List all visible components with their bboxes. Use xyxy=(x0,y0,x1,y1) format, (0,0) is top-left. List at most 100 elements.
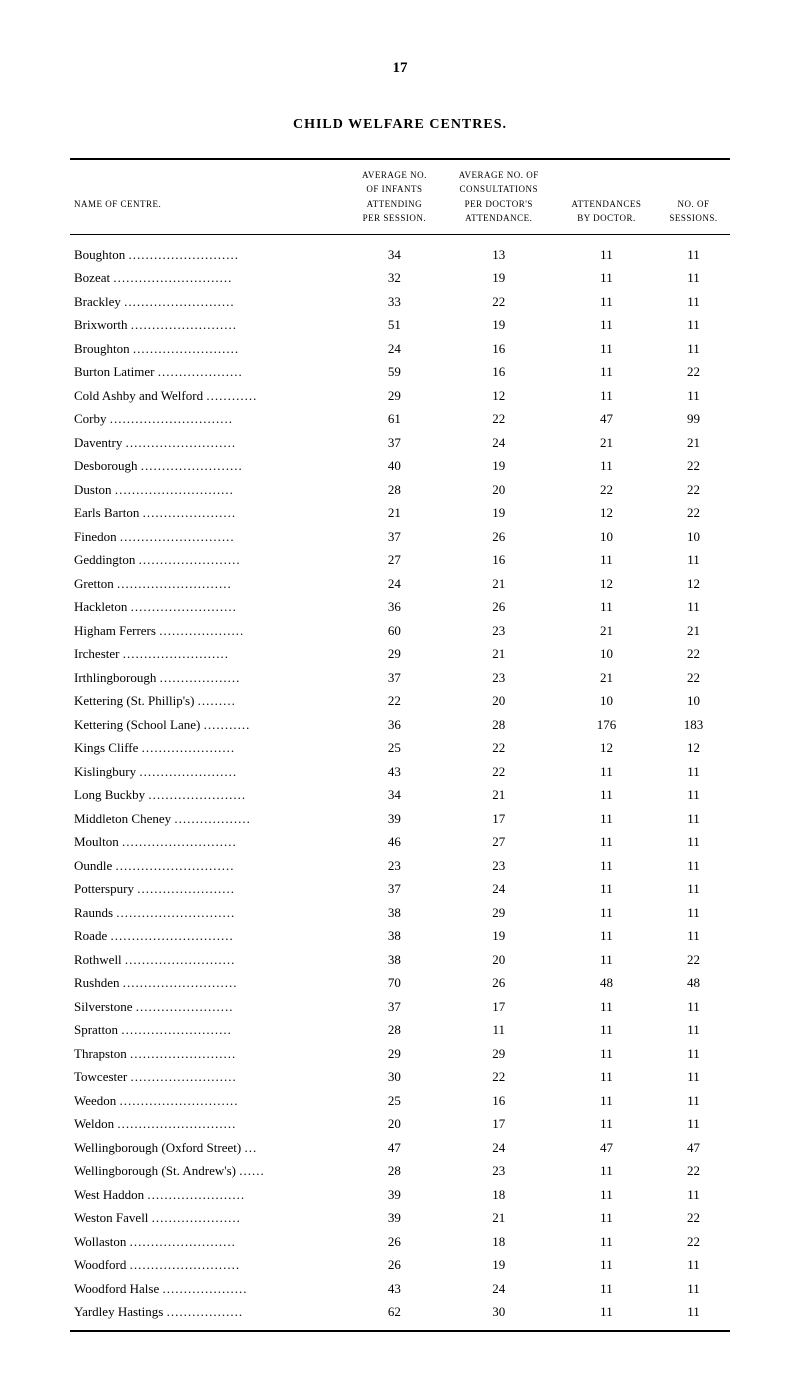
cell-value: 16 xyxy=(442,337,556,361)
table-row: Higham Ferrers ....................60232… xyxy=(70,619,730,643)
cell-value: 11 xyxy=(657,313,730,337)
table-row: Duston ............................28202… xyxy=(70,478,730,502)
cell-value: 47 xyxy=(657,1136,730,1160)
centre-name: Rothwell .......................... xyxy=(70,948,347,972)
cell-value: 22 xyxy=(442,290,556,314)
cell-value: 10 xyxy=(657,689,730,713)
cell-value: 36 xyxy=(347,595,441,619)
cell-value: 22 xyxy=(657,1159,730,1183)
centre-name: Weldon ............................ xyxy=(70,1112,347,1136)
cell-value: 28 xyxy=(442,713,556,737)
cell-value: 29 xyxy=(442,1042,556,1066)
table-row: Raunds ............................38291… xyxy=(70,901,730,925)
cell-value: 26 xyxy=(347,1230,441,1254)
cell-value: 11 xyxy=(657,384,730,408)
cell-value: 11 xyxy=(556,783,657,807)
table-row: Daventry ..........................37242… xyxy=(70,431,730,455)
cell-value: 28 xyxy=(347,478,441,502)
cell-value: 22 xyxy=(657,1230,730,1254)
cell-value: 22 xyxy=(442,760,556,784)
cell-value: 16 xyxy=(442,1089,556,1113)
header-attendances: ATTENDANCESBY DOCTOR. xyxy=(556,160,657,234)
cell-value: 18 xyxy=(442,1230,556,1254)
centre-name: Silverstone ....................... xyxy=(70,995,347,1019)
centre-name: Kettering (St. Phillip's) ......... xyxy=(70,689,347,713)
cell-value: 11 xyxy=(556,1300,657,1324)
table-row: Irchester .........................29211… xyxy=(70,642,730,666)
table-row: Moulton ...........................46271… xyxy=(70,830,730,854)
centre-name: Woodford .......................... xyxy=(70,1253,347,1277)
table-row: Rothwell ..........................38201… xyxy=(70,948,730,972)
table-row: Finedon ...........................37261… xyxy=(70,525,730,549)
centre-name: Towcester ......................... xyxy=(70,1065,347,1089)
cell-value: 21 xyxy=(657,431,730,455)
cell-value: 11 xyxy=(556,1183,657,1207)
cell-value: 11 xyxy=(556,1018,657,1042)
cell-value: 37 xyxy=(347,666,441,690)
cell-value: 23 xyxy=(442,666,556,690)
cell-value: 11 xyxy=(442,1018,556,1042)
cell-value: 33 xyxy=(347,290,441,314)
cell-value: 11 xyxy=(556,901,657,925)
centre-name: Irchester ......................... xyxy=(70,642,347,666)
cell-value: 29 xyxy=(347,642,441,666)
cell-value: 40 xyxy=(347,454,441,478)
table-row: Geddington ........................27161… xyxy=(70,548,730,572)
cell-value: 21 xyxy=(657,619,730,643)
cell-value: 38 xyxy=(347,924,441,948)
cell-value: 62 xyxy=(347,1300,441,1324)
cell-value: 21 xyxy=(442,1206,556,1230)
table-row: Potterspury .......................37241… xyxy=(70,877,730,901)
table-row: Broughton .........................24161… xyxy=(70,337,730,361)
cell-value: 25 xyxy=(347,1089,441,1113)
header-avg-infants: AVERAGE NO.OF INFANTSATTENDINGPER SESSIO… xyxy=(347,160,441,234)
cell-value: 11 xyxy=(556,360,657,384)
table-row: Irthlingborough ...................37232… xyxy=(70,666,730,690)
table-row: Kettering (St. Phillip's) .........22201… xyxy=(70,689,730,713)
cell-value: 12 xyxy=(556,572,657,596)
cell-value: 22 xyxy=(442,407,556,431)
centre-name: Broughton ......................... xyxy=(70,337,347,361)
cell-value: 17 xyxy=(442,1112,556,1136)
centre-name: Roade ............................. xyxy=(70,924,347,948)
cell-value: 11 xyxy=(556,877,657,901)
cell-value: 19 xyxy=(442,266,556,290)
table-row: Yardley Hastings ..................62301… xyxy=(70,1300,730,1324)
cell-value: 61 xyxy=(347,407,441,431)
cell-value: 30 xyxy=(347,1065,441,1089)
cell-value: 11 xyxy=(657,1089,730,1113)
cell-value: 11 xyxy=(556,948,657,972)
cell-value: 28 xyxy=(347,1159,441,1183)
cell-value: 24 xyxy=(347,572,441,596)
cell-value: 17 xyxy=(442,807,556,831)
cell-value: 47 xyxy=(556,1136,657,1160)
centre-name: Geddington ........................ xyxy=(70,548,347,572)
cell-value: 11 xyxy=(657,1018,730,1042)
centre-name: Brackley .......................... xyxy=(70,290,347,314)
table-header-row: NAME OF CENTRE. AVERAGE NO.OF INFANTSATT… xyxy=(70,160,730,234)
centre-name: Daventry .......................... xyxy=(70,431,347,455)
cell-value: 37 xyxy=(347,995,441,1019)
cell-value: 11 xyxy=(657,1277,730,1301)
cell-value: 11 xyxy=(657,337,730,361)
table-row: Wollaston .........................26181… xyxy=(70,1230,730,1254)
cell-value: 11 xyxy=(657,1042,730,1066)
centre-name: Kings Cliffe ...................... xyxy=(70,736,347,760)
table-row: Brixworth .........................51191… xyxy=(70,313,730,337)
header-avg-consult: AVERAGE NO. OFCONSULTATIONSPER DOCTOR'SA… xyxy=(442,160,556,234)
cell-value: 11 xyxy=(556,337,657,361)
cell-value: 176 xyxy=(556,713,657,737)
cell-value: 10 xyxy=(556,642,657,666)
cell-value: 20 xyxy=(442,478,556,502)
cell-value: 11 xyxy=(556,290,657,314)
cell-value: 11 xyxy=(556,1042,657,1066)
table-row: Bozeat ............................32191… xyxy=(70,266,730,290)
cell-value: 99 xyxy=(657,407,730,431)
cell-value: 47 xyxy=(556,407,657,431)
cell-value: 25 xyxy=(347,736,441,760)
cell-value: 19 xyxy=(442,454,556,478)
cell-value: 24 xyxy=(442,1277,556,1301)
cell-value: 11 xyxy=(556,760,657,784)
page-number: 17 xyxy=(70,60,730,77)
cell-value: 12 xyxy=(657,572,730,596)
